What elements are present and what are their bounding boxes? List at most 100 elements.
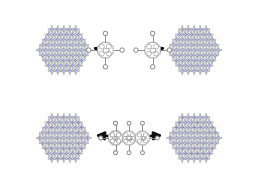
Circle shape (180, 65, 181, 66)
Circle shape (187, 29, 188, 30)
Circle shape (63, 61, 64, 62)
Polygon shape (186, 69, 190, 73)
Circle shape (60, 132, 61, 133)
Circle shape (85, 143, 86, 144)
Circle shape (54, 62, 55, 63)
Circle shape (197, 125, 198, 126)
Circle shape (75, 153, 76, 154)
Circle shape (76, 70, 77, 71)
Circle shape (81, 124, 82, 125)
Circle shape (65, 153, 66, 154)
Circle shape (69, 153, 71, 154)
Circle shape (206, 65, 207, 66)
Circle shape (202, 122, 203, 123)
Circle shape (195, 39, 196, 40)
Circle shape (54, 70, 56, 71)
Circle shape (194, 124, 195, 125)
Circle shape (72, 29, 74, 30)
Circle shape (181, 153, 183, 154)
Circle shape (75, 65, 76, 66)
Circle shape (57, 44, 58, 46)
Polygon shape (204, 59, 208, 62)
Circle shape (185, 50, 186, 51)
Circle shape (69, 38, 70, 39)
Polygon shape (201, 131, 205, 135)
Circle shape (66, 56, 67, 57)
Circle shape (179, 139, 180, 141)
Circle shape (179, 127, 180, 128)
Circle shape (57, 158, 58, 159)
Circle shape (69, 57, 70, 58)
Circle shape (81, 46, 82, 47)
Circle shape (203, 127, 204, 128)
Circle shape (178, 44, 179, 45)
Circle shape (45, 127, 46, 128)
Circle shape (206, 32, 207, 33)
Circle shape (51, 39, 52, 40)
Circle shape (173, 51, 174, 53)
Circle shape (191, 41, 192, 42)
Circle shape (211, 60, 212, 61)
Circle shape (200, 44, 201, 46)
Circle shape (197, 29, 198, 30)
Circle shape (203, 133, 204, 134)
Circle shape (71, 132, 72, 133)
Circle shape (67, 55, 68, 56)
Circle shape (45, 124, 46, 125)
Circle shape (69, 71, 70, 72)
Polygon shape (210, 136, 214, 140)
Circle shape (182, 127, 183, 128)
Circle shape (69, 73, 70, 75)
Circle shape (169, 44, 171, 46)
Circle shape (103, 31, 108, 36)
Circle shape (53, 122, 54, 123)
Circle shape (45, 51, 46, 52)
Circle shape (179, 119, 180, 120)
Circle shape (66, 133, 67, 134)
Circle shape (200, 70, 201, 71)
Polygon shape (50, 126, 54, 129)
Circle shape (87, 44, 89, 46)
Circle shape (52, 50, 53, 51)
Circle shape (184, 29, 186, 30)
Circle shape (74, 70, 75, 71)
Circle shape (78, 35, 79, 36)
Circle shape (176, 148, 177, 149)
Polygon shape (100, 51, 105, 56)
Circle shape (201, 70, 202, 71)
Circle shape (197, 33, 198, 34)
Circle shape (190, 127, 192, 128)
Circle shape (189, 158, 190, 159)
Circle shape (78, 143, 79, 144)
Polygon shape (189, 152, 193, 155)
Circle shape (184, 34, 185, 35)
Circle shape (172, 55, 173, 56)
Circle shape (69, 122, 71, 123)
Circle shape (196, 29, 198, 30)
Circle shape (221, 137, 222, 139)
Circle shape (49, 148, 50, 149)
Circle shape (54, 122, 55, 123)
Circle shape (60, 131, 61, 132)
Circle shape (75, 143, 76, 144)
Circle shape (194, 44, 195, 46)
Circle shape (65, 34, 66, 35)
Circle shape (50, 137, 51, 139)
Circle shape (54, 45, 55, 46)
Polygon shape (47, 141, 51, 145)
Circle shape (70, 137, 71, 139)
Circle shape (57, 141, 59, 142)
Circle shape (186, 143, 187, 144)
Circle shape (179, 146, 180, 147)
Polygon shape (59, 152, 63, 155)
Polygon shape (145, 42, 160, 58)
Circle shape (191, 137, 192, 139)
Circle shape (69, 51, 70, 52)
Circle shape (182, 141, 183, 142)
Circle shape (201, 29, 202, 30)
Circle shape (208, 129, 210, 130)
Circle shape (63, 149, 64, 150)
Polygon shape (68, 59, 72, 62)
Circle shape (203, 135, 204, 137)
Circle shape (44, 50, 45, 51)
